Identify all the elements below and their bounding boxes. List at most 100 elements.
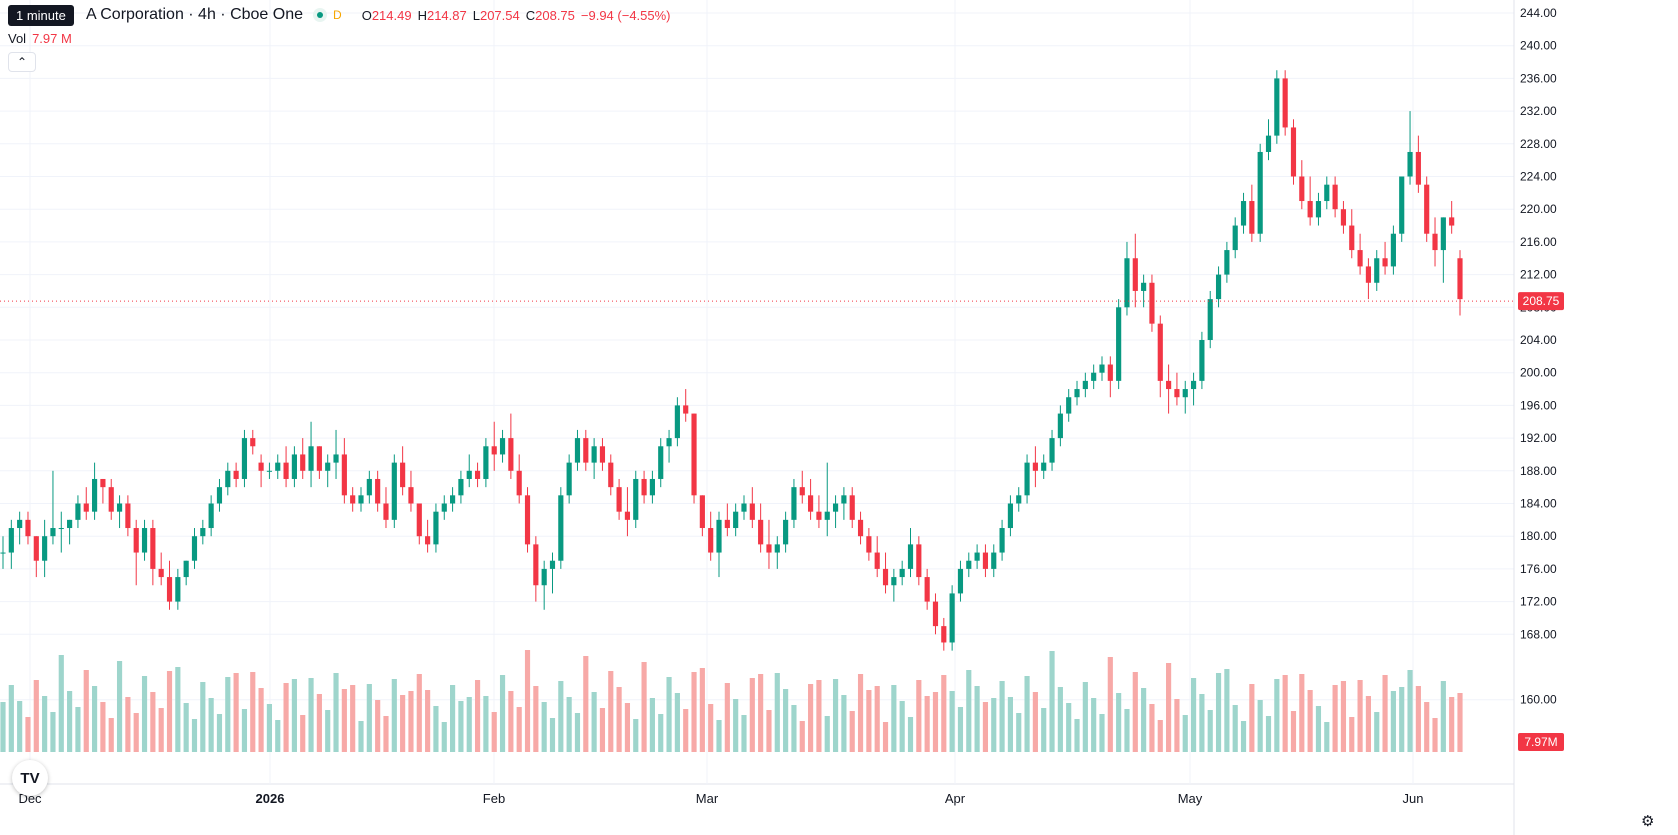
candle-body [1215,274,1222,300]
volume-bar [1174,699,1180,752]
candle-body [200,528,206,537]
candle-body [1407,151,1413,177]
candle-body [75,503,81,520]
candle-body [1207,299,1213,340]
volume-bar [899,701,905,752]
volume-bar [766,710,772,752]
price-tick-label: 188.00 [1520,464,1557,478]
candle-body [683,405,689,414]
volume-bar [808,684,814,752]
volume-bar [974,686,980,752]
volume-bar [1307,690,1313,752]
volume-bar [1141,688,1147,752]
candle-body [599,446,606,463]
volume-bar [816,680,822,752]
volume-bar [175,667,181,752]
candle-body [1432,233,1438,251]
volume-bar [1282,675,1288,752]
candle-body [416,503,422,537]
volume-bar [549,718,556,752]
volume-bar [1032,692,1038,752]
volume-bar [1007,697,1013,752]
volume-bar [741,715,747,752]
candle-body [824,511,830,520]
volume-bar [1091,698,1097,752]
candle-body [957,568,964,594]
candle-body [716,519,722,553]
volume-bar [566,697,572,752]
volume-bar [641,662,647,752]
volume-bar [633,719,639,752]
data-source-badge: D [333,8,342,22]
volume-bar [841,695,847,752]
close-value: 208.75 [535,7,575,23]
price-tick-label: 240.00 [1520,39,1557,53]
collapse-legend-button[interactable]: ⌃ [8,52,36,72]
candle-body [1249,201,1255,234]
volume-bar [857,674,864,752]
settings-gear-icon[interactable]: ⚙ [1641,813,1655,830]
candle-body [474,470,481,479]
candle-body [691,413,697,496]
price-tick-label: 204.00 [1520,333,1557,347]
volume-bar [1257,700,1263,752]
volume-bar [1440,681,1446,752]
candle-body [1190,380,1197,390]
candle-body [233,470,239,479]
volume-bar [791,705,797,752]
volume-bar [1082,682,1088,752]
candle-body [1116,307,1122,381]
symbol-title[interactable]: A Corporation · 4h · Cboe One [86,6,304,23]
tradingview-logo-icon[interactable]: TV [12,760,48,796]
candle-body [1024,462,1030,496]
volume-bar [33,680,39,752]
last-price-badge [1518,292,1564,311]
price-tick-label: 196.00 [1520,398,1557,412]
volume-bar [1041,708,1047,752]
candle-body [225,470,231,488]
volume-bar [491,712,497,752]
volume-bar [891,685,897,752]
candle-body [649,478,655,496]
candle-body [325,462,331,471]
volume-bar [1365,696,1371,752]
volume-bar [1432,718,1438,752]
candle-body [1382,258,1388,267]
candle-body [1082,380,1088,390]
volume-bar [1315,706,1322,752]
volume-bar [383,716,389,752]
volume-bar [1457,693,1463,752]
open-value: 214.49 [371,7,412,23]
volume-bar [350,685,356,752]
candle-body [966,560,972,569]
candle-body [791,487,797,520]
volume-bar [158,708,164,752]
volume-bar [116,661,123,752]
volume-bar [216,714,223,752]
volume-bar [341,689,347,752]
price-tick-label: 200.00 [1520,366,1557,380]
volume-bar [225,677,231,752]
candle-body [333,454,339,463]
volume-label: Vol [8,31,27,46]
volume-bar [907,717,914,752]
volume-bar [458,701,464,752]
candle-body [158,568,164,578]
candle-body [608,462,614,488]
volume-bar [325,710,331,752]
volume-bar [1299,674,1305,752]
candle-body [400,462,406,488]
volume-bar [75,707,81,752]
candle-body [949,593,955,643]
candle-body [241,438,248,479]
volume-bar [1074,719,1080,752]
candle-body [33,536,39,561]
volume-bar [1274,679,1280,752]
volume-bar [150,692,156,752]
volume-bar [1332,685,1338,752]
price-tick-label: 220.00 [1520,202,1557,216]
volume-bar [283,683,289,752]
volume-bar [1415,686,1421,752]
volume-bar [408,691,414,752]
